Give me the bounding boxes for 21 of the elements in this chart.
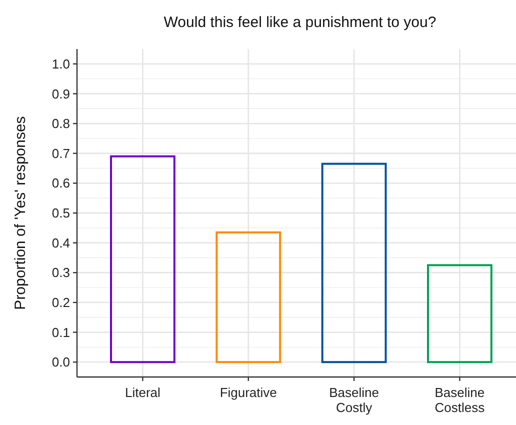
- bar: [216, 231, 282, 364]
- chart-title: Would this feel like a punishment to you?: [164, 14, 436, 31]
- y-axis-title: Proportion of 'Yes' responses: [12, 116, 29, 310]
- y-tick-label: 0.5: [52, 206, 70, 221]
- x-tick-label: Baseline Costless: [434, 385, 486, 415]
- bar: [321, 162, 387, 364]
- bar: [110, 155, 176, 364]
- y-tick-label: 0.1: [52, 324, 70, 340]
- x-tick-label: Baseline Costly: [329, 385, 379, 415]
- y-tick-label: 0.2: [52, 295, 70, 310]
- y-tick-label: 0.0: [52, 354, 70, 370]
- y-tick-label: 0.4: [52, 235, 70, 250]
- y-tick-label: 0.6: [52, 176, 70, 191]
- x-tick-label: Literal: [124, 385, 161, 400]
- y-tick-label: 0.3: [52, 265, 70, 280]
- y-tick-label: 0.9: [52, 86, 70, 102]
- y-tick-label: 0.8: [52, 116, 70, 132]
- bar: [427, 264, 492, 364]
- x-tick-label: Figurative: [220, 385, 277, 400]
- y-tick-label: 1.0: [52, 56, 70, 72]
- y-tick-label: 0.7: [52, 146, 70, 161]
